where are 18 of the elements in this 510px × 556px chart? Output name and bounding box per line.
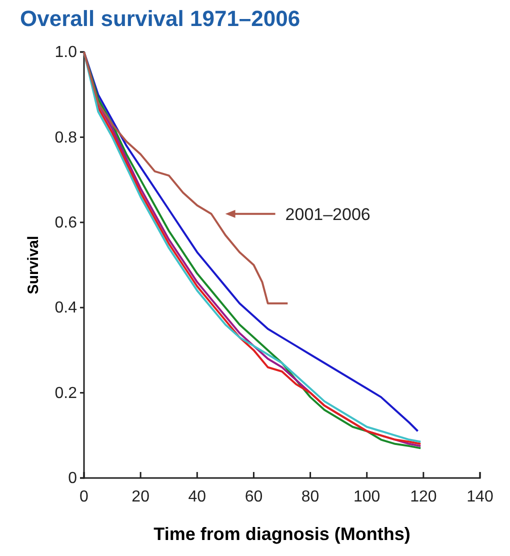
x-tick-label: 20 [132, 488, 150, 506]
y-tick-label: 0.4 [54, 300, 78, 317]
y-tick-label: 1.0 [54, 44, 78, 62]
y-tick-label: 0.6 [54, 214, 78, 232]
x-tick-label: 80 [301, 488, 320, 506]
y-tick-label: 0 [68, 470, 78, 488]
x-tick-label: 60 [244, 488, 263, 506]
legend-label: 2001–2006 [285, 204, 370, 224]
x-tick-label: 140 [466, 488, 494, 506]
x-tick-label: 120 [410, 488, 437, 506]
y-axis-title: Survival [25, 236, 42, 294]
x-tick-label: 100 [354, 488, 380, 506]
y-tick-label: 0.8 [54, 129, 78, 146]
x-axis-title: Time from diagnosis (Months) [154, 524, 410, 544]
x-tick-label: 0 [80, 488, 89, 506]
chart-title: Overall survival 1971–2006 [20, 6, 300, 31]
y-tick-label: 0.2 [54, 384, 78, 402]
x-tick-label: 40 [188, 488, 206, 506]
